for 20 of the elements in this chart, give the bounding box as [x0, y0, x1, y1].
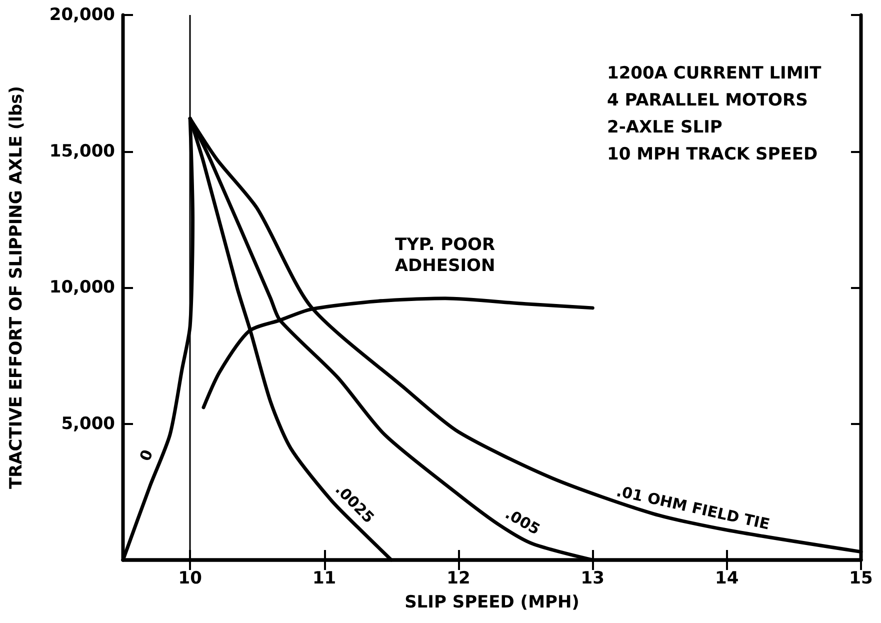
y-tick-label: 5,000 [61, 414, 116, 434]
annotation: 2-AXLE SLIP [607, 118, 722, 138]
x-tick-label: 13 [580, 568, 604, 588]
y-tick-label: 10,000 [49, 278, 116, 298]
text: .005 [502, 504, 544, 538]
y-tick-label: 15,000 [49, 141, 116, 162]
x-axis-title: SLIP SPEED (MPH) [404, 592, 580, 612]
annotation: 1200A CURRENT LIMIT [607, 64, 822, 84]
text: .01 OHM FIELD TIE [614, 482, 772, 534]
annotation: 10 MPH TRACK SPEED [607, 144, 818, 164]
series-label: TYP. POOR ADHESION [394, 234, 496, 276]
annotation: 4 PARALLEL MOTORS [607, 90, 808, 110]
x-tick-label: 10 [178, 568, 202, 588]
x-tick-label: 15 [849, 568, 873, 588]
y-axis-title: TRACTIVE EFFORT OF SLIPPING AXLE (lbs) [6, 86, 26, 490]
y-tick-label: 20,000 [49, 5, 116, 25]
x-tick-label: 11 [312, 568, 336, 588]
text: 0 [136, 447, 157, 464]
x-tick-label: 14 [714, 568, 739, 588]
x-tick-label: 12 [446, 568, 470, 588]
